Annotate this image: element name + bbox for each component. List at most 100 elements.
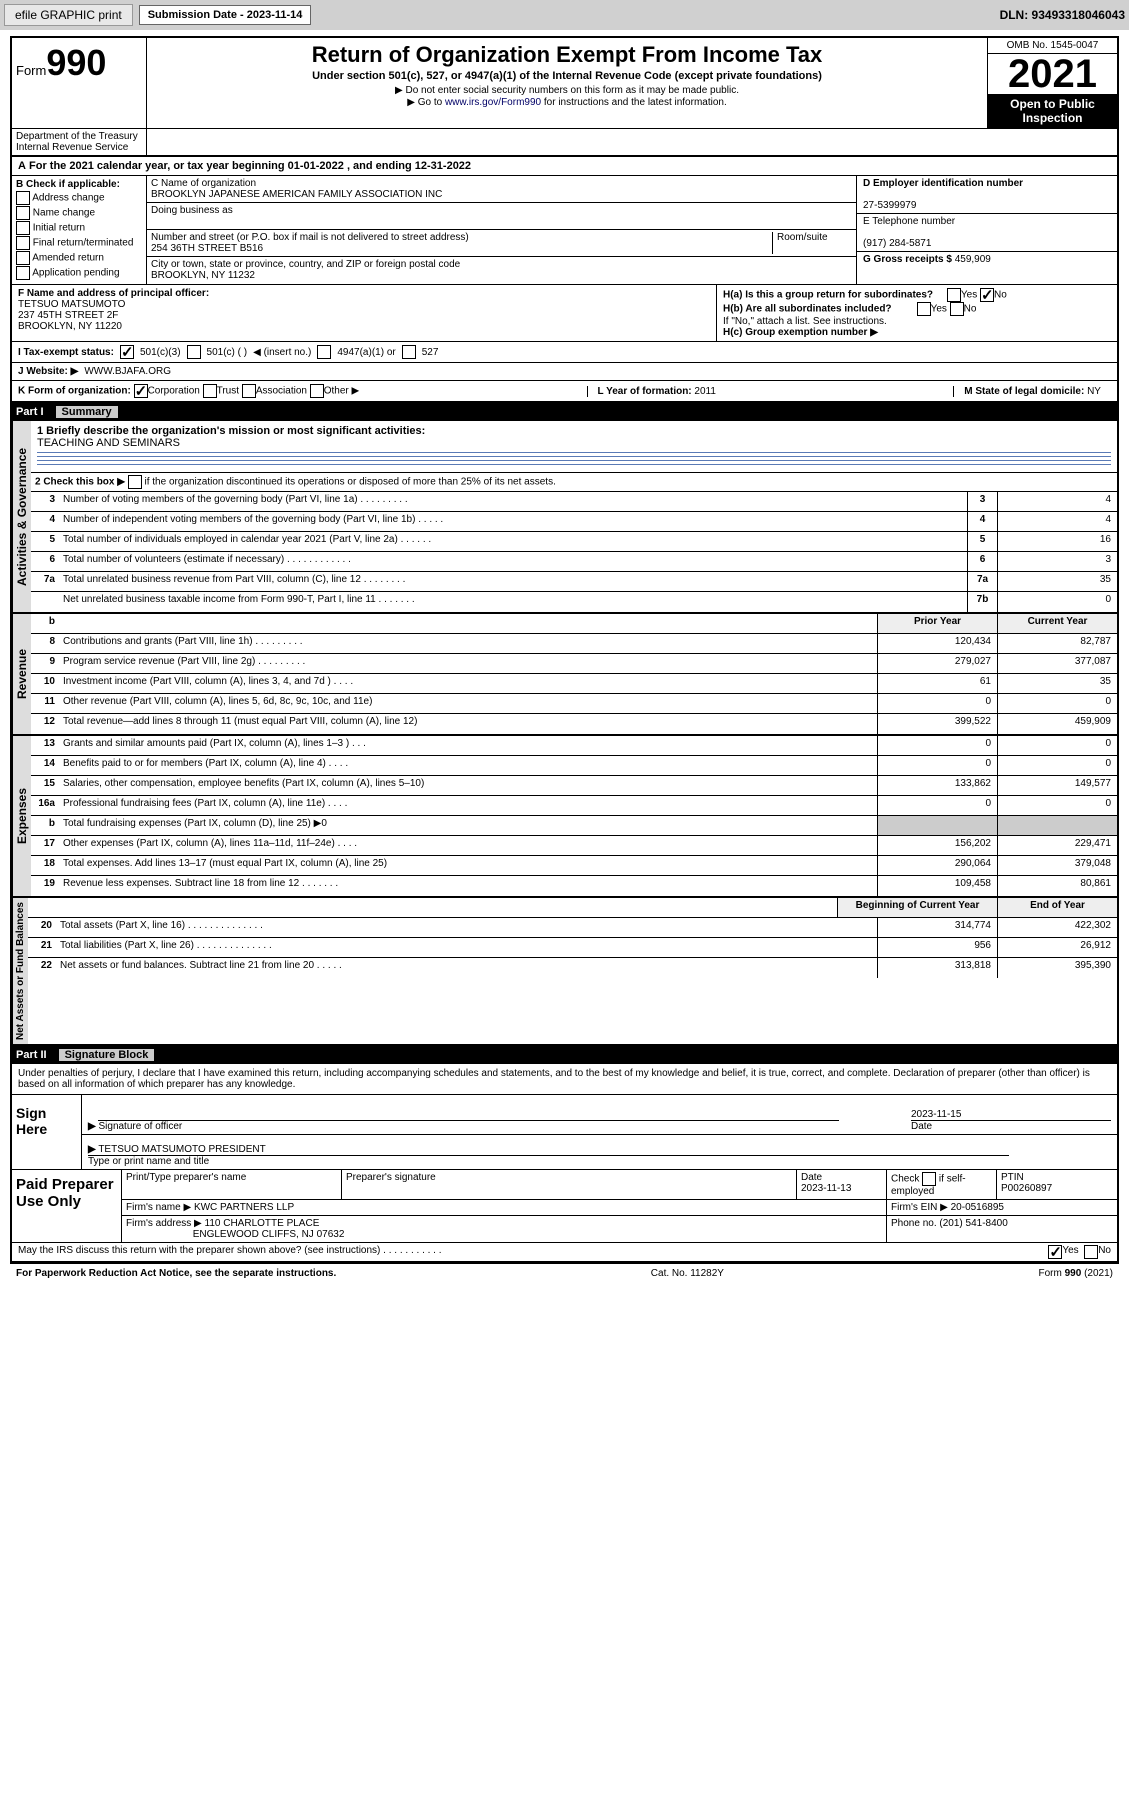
table-row: 10 Investment income (Part VIII, column … (31, 674, 1117, 694)
table-row: 7a Total unrelated business revenue from… (31, 572, 1117, 592)
dba-label: Doing business as (151, 205, 233, 216)
discuss-no[interactable] (1084, 1245, 1098, 1259)
firm-addr2: ENGLEWOOD CLIFFS, NJ 07632 (193, 1229, 345, 1240)
table-row: 14 Benefits paid to or for members (Part… (31, 756, 1117, 776)
q2: 2 Check this box ▶ if the organization d… (31, 473, 1117, 491)
prior-year-hdr: Prior Year (877, 614, 997, 633)
city-label: City or town, state or province, country… (151, 259, 460, 270)
sig-of-officer-label: Signature of officer (98, 1121, 182, 1132)
check-trust[interactable] (203, 384, 217, 398)
prep-sig-hdr: Preparer's signature (342, 1170, 797, 1199)
revenue-label: Revenue (12, 614, 31, 734)
ptin: P00260897 (1001, 1183, 1052, 1194)
table-row: 13 Grants and similar amounts paid (Part… (31, 736, 1117, 756)
officer-addr1: 237 45TH STREET 2F (18, 310, 118, 321)
table-row: 17 Other expenses (Part IX, column (A), … (31, 836, 1117, 856)
dln: DLN: 93493318046043 (1000, 8, 1125, 22)
table-row: 16a Professional fundraising fees (Part … (31, 796, 1117, 816)
year-box: OMB No. 1545-0047 2021 Open to Public In… (987, 38, 1117, 128)
row-b: b (31, 614, 59, 633)
firm-phone: (201) 541-8400 (939, 1218, 1007, 1229)
officer-printed: TETSUO MATSUMOTO PRESIDENT (98, 1144, 265, 1155)
dept-row: Department of the TreasuryInternal Reven… (10, 129, 1119, 157)
firm-ein: 20-0516895 (951, 1202, 1004, 1213)
table-row: 5 Total number of individuals employed i… (31, 532, 1117, 552)
sign-here: Sign Here (12, 1095, 82, 1169)
mission-box: 1 Briefly describe the organization's mi… (31, 421, 1117, 472)
subtitle-2: ▶ Do not enter social security numbers o… (395, 85, 739, 96)
table-row: 11 Other revenue (Part VIII, column (A),… (31, 694, 1117, 714)
beg-year-hdr: Beginning of Current Year (837, 898, 997, 917)
line-a: A For the 2021 calendar year, or tax yea… (12, 157, 1117, 176)
signature-block: Under penalties of perjury, I declare th… (10, 1064, 1119, 1263)
irs-link[interactable]: www.irs.gov/Form990 (445, 97, 541, 108)
firm-name: KWC PARTNERS LLP (194, 1202, 294, 1213)
check-address-change[interactable]: Address change (16, 191, 142, 205)
box-f: F Name and address of principal officer:… (12, 285, 717, 341)
dept-treasury: Department of the TreasuryInternal Reven… (12, 129, 147, 155)
revenue-section: Revenue b Prior Year Current Year 8 Cont… (10, 614, 1119, 736)
ein: 27-5399979 (863, 200, 916, 211)
officer-name: TETSUO MATSUMOTO (18, 299, 125, 310)
table-row: 3 Number of voting members of the govern… (31, 492, 1117, 512)
table-row: 15 Salaries, other compensation, employe… (31, 776, 1117, 796)
table-row: 19 Revenue less expenses. Subtract line … (31, 876, 1117, 896)
street: 254 36TH STREET B516 (151, 243, 263, 254)
form-number: 990 (46, 42, 106, 83)
boxes-fh: F Name and address of principal officer:… (12, 284, 1117, 341)
check-4947[interactable] (317, 345, 331, 359)
subtitle-3: ▶ Go to www.irs.gov/Form990 for instruct… (407, 97, 727, 108)
sign-here-row: Sign Here ▶ Signature of officer 2023-11… (12, 1094, 1117, 1169)
check-app-pending[interactable]: Application pending (16, 266, 142, 280)
form-label: Form (16, 63, 46, 78)
efile-print-button[interactable]: efile GRAPHIC print (4, 4, 133, 26)
phone-label: E Telephone number (863, 216, 955, 227)
officer-addr2: BROOKLYN, NY 11220 (18, 321, 122, 332)
check-527[interactable] (402, 345, 416, 359)
check-corp[interactable] (134, 384, 148, 398)
inspection-badge: Open to Public Inspection (988, 94, 1117, 128)
toolbar: efile GRAPHIC print Submission Date - 20… (0, 0, 1129, 30)
table-row: 18 Total expenses. Add lines 13–17 (must… (31, 856, 1117, 876)
table-row: 12 Total revenue—add lines 8 through 11 … (31, 714, 1117, 734)
table-row: 20 Total assets (Part X, line 16) . . . … (28, 918, 1117, 938)
governance-section: Activities & Governance 1 Briefly descri… (10, 421, 1119, 614)
check-initial-return[interactable]: Initial return (16, 221, 142, 235)
form-title: Return of Organization Exempt From Incom… (147, 38, 987, 128)
check-discontinued[interactable] (128, 475, 142, 489)
box-h: H(a) Is this a group return for subordin… (717, 285, 1117, 341)
check-501c[interactable] (187, 345, 201, 359)
table-row: 9 Program service revenue (Part VIII, li… (31, 654, 1117, 674)
check-name-change[interactable]: Name change (16, 206, 142, 220)
netassets-label: Net Assets or Fund Balances (12, 898, 28, 1044)
info-grid: A For the 2021 calendar year, or tax yea… (10, 157, 1119, 403)
netassets-section: Net Assets or Fund Balances Beginning of… (10, 898, 1119, 1046)
check-final-return[interactable]: Final return/terminated (16, 236, 142, 250)
boxes-deg: D Employer identification number 27-53999… (857, 176, 1117, 284)
paid-preparer-label: Paid Preparer Use Only (12, 1170, 122, 1242)
sig-date: 2023-11-15 (911, 1109, 961, 1120)
governance-label: Activities & Governance (12, 421, 31, 612)
discuss-yes[interactable] (1048, 1245, 1062, 1259)
org-name-label: C Name of organization (151, 178, 256, 189)
expenses-section: Expenses 13 Grants and similar amounts p… (10, 736, 1119, 898)
subtitle-1: Under section 501(c), 527, or 4947(a)(1)… (151, 70, 983, 82)
footer-right: Form 990 (2021) (1039, 1268, 1113, 1279)
prep-date: 2023-11-13 (801, 1183, 851, 1194)
table-row: 4 Number of independent voting members o… (31, 512, 1117, 532)
domicile: NY (1087, 386, 1101, 397)
box-b-label: B Check if applicable: (16, 179, 142, 190)
preparer-block: Paid Preparer Use Only Print/Type prepar… (12, 1169, 1117, 1242)
check-amended[interactable]: Amended return (16, 251, 142, 265)
box-b: B Check if applicable: Address change Na… (12, 176, 147, 284)
check-self-employed[interactable] (922, 1172, 936, 1186)
check-assoc[interactable] (242, 384, 256, 398)
table-row: 22 Net assets or fund balances. Subtract… (28, 958, 1117, 978)
check-other[interactable] (310, 384, 324, 398)
phone: (917) 284-5871 (863, 238, 931, 249)
form-number-box: Form990 (12, 38, 147, 128)
ein-label: D Employer identification number (863, 178, 1023, 189)
gross-receipts: 459,909 (955, 254, 991, 265)
check-501c3[interactable] (120, 345, 134, 359)
submission-date: Submission Date - 2023-11-14 (139, 5, 312, 25)
